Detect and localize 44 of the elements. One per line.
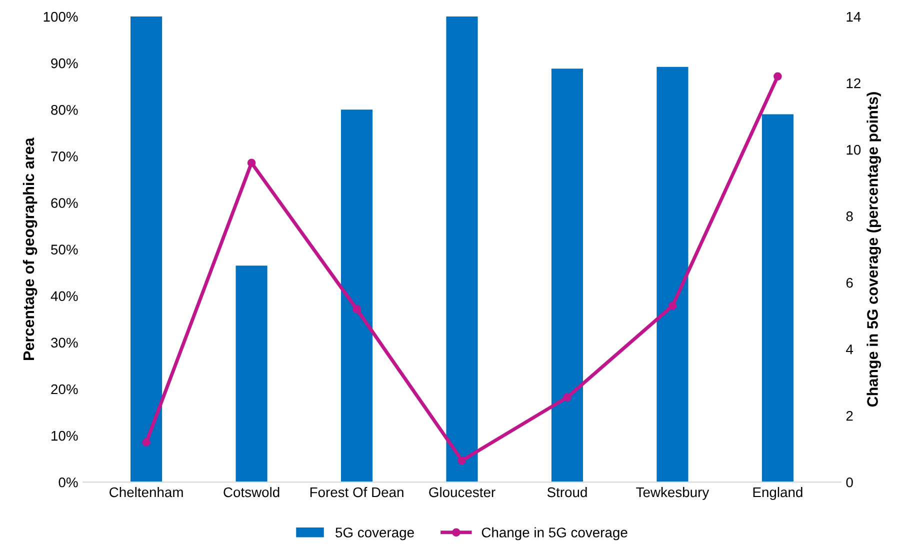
y-tick-label: 0% — [58, 477, 78, 488]
x-tick-label: Stroud — [547, 486, 587, 498]
bar — [656, 66, 688, 482]
point — [458, 456, 466, 465]
point — [352, 305, 361, 314]
y-tick-label: 20% — [51, 384, 78, 394]
point — [774, 72, 782, 81]
y-tick-label: 10% — [52, 430, 78, 441]
y-tick-label: 90% — [51, 58, 78, 68]
y2-tick-label: 8 — [846, 211, 853, 222]
bar — [762, 114, 794, 482]
y-axis-title: Percentage of geographic area — [22, 138, 38, 360]
legend-label: 5G coverage — [336, 528, 414, 540]
bar — [236, 266, 268, 482]
x-tick-label: Tewkesbury — [636, 486, 710, 500]
y-tick-label: 80% — [51, 104, 78, 115]
bar — [446, 16, 478, 482]
y2-tick-label: 2 — [846, 410, 853, 421]
y2-tick-label: 6 — [846, 278, 853, 288]
point — [563, 393, 572, 402]
bar — [130, 16, 162, 482]
y-tick-label: 60% — [51, 198, 78, 208]
y-tick-label: 40% — [50, 291, 78, 302]
y-tick-label: 30% — [51, 338, 78, 348]
y2-tick-label: 12 — [846, 78, 860, 88]
y-tick-label: 70% — [51, 152, 78, 162]
y2-tick-label: 14 — [846, 12, 861, 22]
x-tick-label: Gloucester — [429, 486, 496, 498]
y-tick-label: 50% — [51, 244, 78, 254]
bar — [340, 110, 373, 482]
x-tick-label: Forest Of Dean — [310, 487, 404, 498]
x-tick-label: Cotswold — [224, 486, 280, 498]
y2-tick-label: 10 — [846, 144, 861, 155]
legend-label: Change in 5G coverage — [482, 527, 628, 540]
point — [247, 158, 256, 168]
point — [668, 302, 677, 310]
x-tick-label: Cheltenham — [110, 486, 183, 498]
y2-axis-title: Change in 5G coverage (percentage points) — [866, 92, 882, 407]
point — [142, 438, 150, 446]
bar — [551, 68, 584, 482]
y-tick-label: 100% — [44, 12, 78, 22]
y2-tick-label: 4 — [846, 344, 854, 354]
y2-tick-label: 0 — [846, 477, 853, 488]
x-tick-label: England — [753, 486, 802, 500]
